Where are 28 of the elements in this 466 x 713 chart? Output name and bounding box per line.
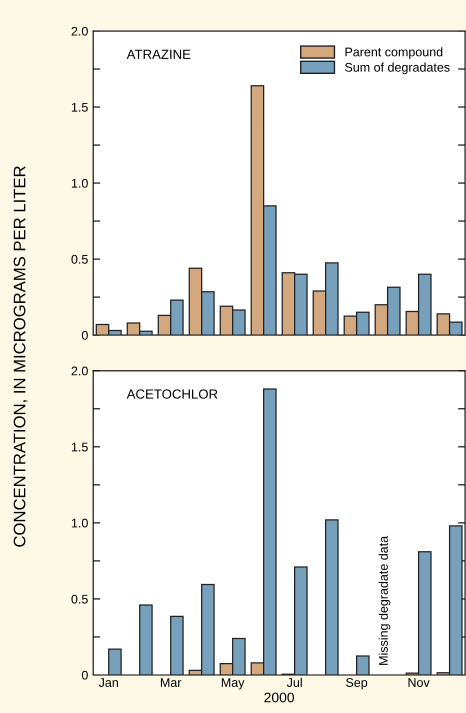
x-axis-title: 2000 bbox=[264, 692, 294, 702]
legend-label: Parent compound bbox=[345, 47, 442, 59]
y-tick-label: 1.0 bbox=[72, 518, 88, 528]
x-tick-label: Mar bbox=[160, 678, 182, 687]
x-tick-label: Jul bbox=[286, 678, 302, 687]
y-tick-label: 0.5 bbox=[71, 594, 88, 604]
x-tick-label: May bbox=[222, 678, 244, 690]
text: ACETOCHLOR bbox=[126, 389, 218, 399]
annotation: Missing degradate data bbox=[378, 536, 390, 665]
y-tick-label: 2.0 bbox=[72, 26, 88, 36]
x-tick-label: Nov bbox=[408, 678, 430, 687]
bar bbox=[170, 616, 184, 675]
x-tick-label: Sep bbox=[346, 678, 368, 690]
bar bbox=[324, 519, 339, 675]
y-tick-label: 1.5 bbox=[72, 102, 88, 112]
y-tick-label: 1.5 bbox=[72, 442, 88, 452]
y-tick-label: 0.5 bbox=[71, 254, 88, 264]
bar bbox=[356, 655, 370, 675]
y-tick-label: 0 bbox=[82, 330, 88, 340]
y-tick-label: 2.0 bbox=[72, 366, 88, 376]
bar bbox=[139, 604, 153, 675]
y-tick-label: 1.0 bbox=[72, 178, 88, 188]
bar bbox=[108, 648, 122, 675]
y-axis-title: CONCENTRATION, IN MICROGRAMS PER LITER bbox=[14, 166, 28, 547]
x-tick-label: Jan bbox=[98, 678, 118, 687]
legend-label: Sum of degradates bbox=[345, 62, 450, 74]
y-tick-label: 0 bbox=[82, 670, 88, 680]
text: ATRAZINE bbox=[126, 50, 190, 59]
